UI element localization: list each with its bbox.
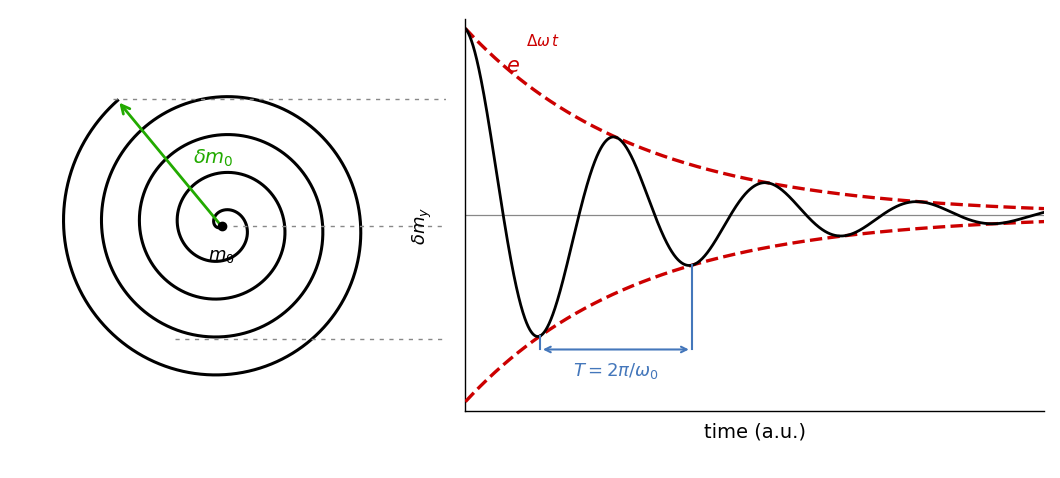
Text: $\Delta\omega\, t$: $\Delta\omega\, t$ xyxy=(526,33,561,49)
Text: $T= 2\pi/\omega_0$: $T= 2\pi/\omega_0$ xyxy=(573,361,658,380)
Text: $\delta m_y$: $\delta m_y$ xyxy=(410,207,434,245)
Text: $e$: $e$ xyxy=(506,56,519,76)
Text: $\delta m_0$: $\delta m_0$ xyxy=(193,148,233,169)
Text: $m_0$: $m_0$ xyxy=(208,247,235,265)
X-axis label: time (a.u.): time (a.u.) xyxy=(704,422,806,441)
